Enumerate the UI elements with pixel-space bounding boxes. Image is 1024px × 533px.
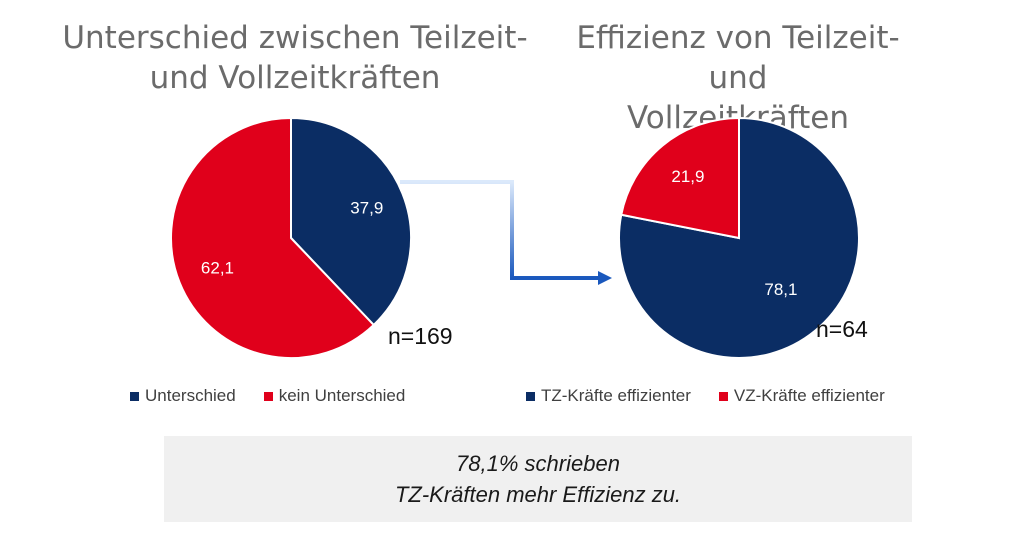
- pie-data-label: 62,1: [201, 258, 234, 277]
- legend-efficiency: TZ-Kräfte effizienter VZ-Kräfte effizien…: [526, 386, 885, 406]
- legend-label: TZ-Kräfte effizienter: [541, 386, 691, 405]
- summary-callout-line-1: 78,1% schrieben: [456, 451, 620, 476]
- pie-slice-unterschied: [290, 116, 412, 327]
- summary-callout-line-2: TZ-Kräften mehr Effizienz zu.: [394, 482, 682, 507]
- pie-chart-difference: 37,9 62,1: [170, 116, 412, 359]
- legend-swatch-red: [263, 391, 273, 401]
- legend-difference: Unterschied kein Unterschied: [130, 386, 405, 406]
- legend-item-tz-effizienter: TZ-Kräfte effizienter: [526, 386, 691, 406]
- legend-swatch-red: [718, 391, 728, 401]
- legend-item-vz-effizienter: VZ-Kräfte effizienter: [718, 386, 885, 406]
- legend-swatch-navy: [130, 391, 139, 401]
- pie-slice-kein-unterschied: [170, 116, 376, 359]
- legend-label: Unterschied: [145, 386, 236, 405]
- pie-slice-vz-kr-fte-effizienter: [620, 116, 740, 240]
- pie-data-label: 78,1: [764, 280, 797, 299]
- legend-item-unterschied: Unterschied: [130, 386, 236, 406]
- legend-swatch-navy: [526, 391, 535, 401]
- pie-chart-efficiency: 78,1 21,9: [618, 116, 860, 359]
- sample-size-efficiency: n=64: [816, 316, 868, 342]
- chart-title-efficiency-line-1: Effizienz von Teilzeit- und: [576, 20, 900, 96]
- sample-size-difference: n=169: [388, 323, 453, 349]
- chart-title-difference-line-1: Unterschied zwischen Teilzeit-: [62, 20, 528, 56]
- chart-title-difference: Unterschied zwischen Teilzeit- und Vollz…: [60, 18, 530, 98]
- connector-arrow: [400, 180, 612, 285]
- summary-callout: 78,1% schrieben TZ-Kräften mehr Effizien…: [164, 436, 912, 522]
- chart-title-difference-line-2: und Vollzeitkräften: [149, 60, 441, 96]
- legend-label: VZ-Kräfte effizienter: [733, 386, 885, 405]
- pie-data-label: 21,9: [671, 167, 704, 186]
- pie-data-label: 37,9: [350, 199, 383, 218]
- legend-label: kein Unterschied: [278, 386, 406, 405]
- legend-item-kein-unterschied: kein Unterschied: [263, 386, 406, 406]
